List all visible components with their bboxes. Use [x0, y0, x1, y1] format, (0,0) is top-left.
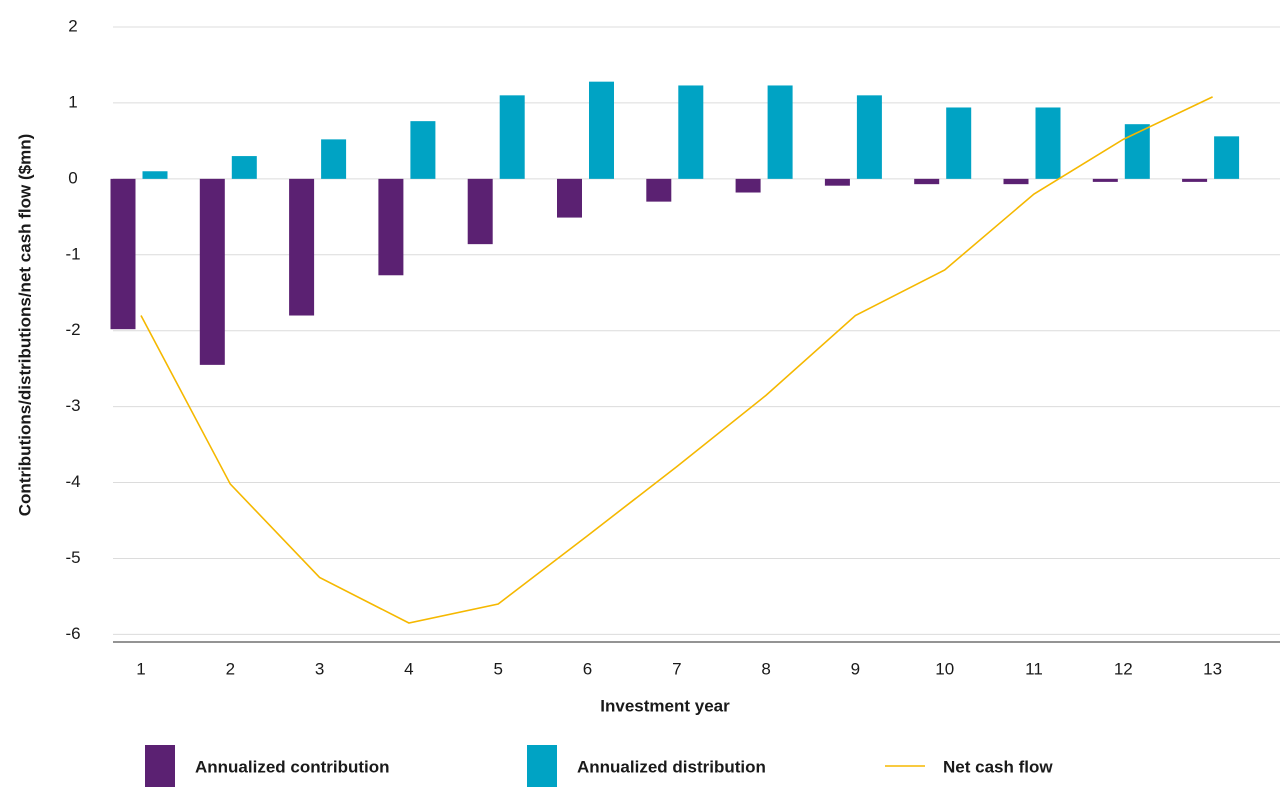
x-tick-label: 4 — [404, 659, 413, 678]
y-tick-label: 0 — [68, 168, 77, 187]
bar — [1003, 178, 1029, 185]
x-axis-title: Investment year — [600, 696, 730, 715]
legend-swatch — [145, 745, 175, 787]
bar — [321, 139, 347, 179]
bar — [142, 171, 168, 179]
x-tick-label: 1 — [136, 659, 145, 678]
bar — [946, 107, 972, 179]
y-tick-label: -5 — [65, 548, 80, 567]
x-tick-label: 8 — [761, 659, 770, 678]
bar — [1214, 136, 1240, 179]
bar — [735, 178, 761, 193]
y-tick-label: -4 — [65, 472, 80, 491]
legend-label: Annualized contribution — [195, 757, 390, 776]
bar — [557, 178, 582, 218]
y-tick-label: -6 — [65, 624, 80, 643]
y-tick-label: -3 — [65, 396, 80, 415]
bar — [199, 178, 225, 365]
bar — [499, 95, 525, 179]
x-tick-label: 3 — [315, 659, 324, 678]
bar — [410, 121, 436, 179]
bar — [678, 85, 704, 179]
bar — [914, 178, 940, 185]
bar — [1092, 178, 1118, 182]
x-tick-label: 7 — [672, 659, 681, 678]
x-tick-label: 13 — [1203, 659, 1222, 678]
x-tick-label: 10 — [935, 659, 954, 678]
bar — [378, 178, 404, 276]
y-tick-label: 2 — [68, 16, 77, 35]
bar — [1035, 107, 1061, 179]
bar — [467, 178, 493, 245]
x-tick-label: 2 — [226, 659, 235, 678]
legend-swatch — [527, 745, 557, 787]
bar — [589, 81, 614, 179]
bar — [289, 178, 315, 316]
line — [140, 96, 1213, 624]
bar — [856, 95, 882, 179]
y-axis-title: Contributions/distributions/net cash flo… — [15, 134, 34, 517]
y-tick-label: -1 — [65, 244, 80, 263]
x-tick-label: 11 — [1025, 659, 1043, 678]
x-tick-label: 12 — [1114, 659, 1133, 678]
bar — [646, 178, 672, 202]
x-tick-label: 6 — [583, 659, 592, 678]
bar — [110, 178, 136, 330]
x-tick-label: 5 — [493, 659, 502, 678]
bar — [767, 85, 793, 179]
legend-label: Annualized distribution — [577, 757, 766, 776]
bar — [1182, 178, 1208, 182]
bar — [231, 156, 257, 179]
y-tick-label: -2 — [65, 320, 80, 339]
y-tick-label: 1 — [68, 92, 77, 111]
legend-label: Net cash flow — [943, 757, 1053, 776]
x-tick-label: 9 — [851, 659, 860, 678]
bar — [824, 178, 850, 186]
